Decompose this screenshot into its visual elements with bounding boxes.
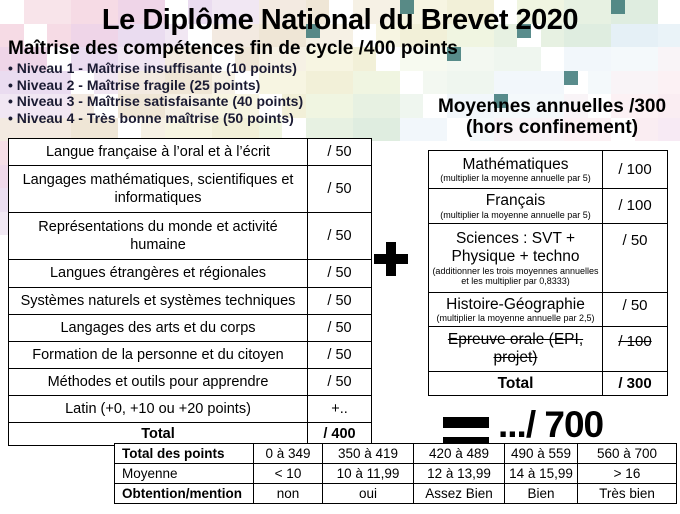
subject-label: Epreuve orale (EPI, projet) bbox=[447, 331, 584, 366]
level-item-4: Niveau 4 - Très bonne maîtrise (50 point… bbox=[8, 110, 303, 127]
points-range: 0 à 349 bbox=[253, 443, 323, 464]
average-range: > 16 bbox=[577, 463, 677, 484]
subject-note: (multiplier la moyenne annuelle par 2,5) bbox=[436, 313, 595, 324]
table-row: Formation de la personne et du citoyen /… bbox=[8, 341, 372, 369]
table-row: Méthodes et outils pour apprendre / 50 bbox=[8, 368, 372, 396]
subject-score: / 50 bbox=[602, 223, 668, 293]
subject-label: Histoire-Géographie bbox=[446, 295, 585, 313]
table-row-total: Total / 400 bbox=[8, 422, 372, 446]
competences-heading: Maîtrise des compétences fin de cycle /4… bbox=[8, 38, 458, 59]
equals-icon bbox=[443, 417, 489, 448]
competence-label: Langages mathématiques, scientifiques et… bbox=[8, 165, 308, 213]
competence-label: Représentations du monde et activité hum… bbox=[8, 212, 308, 260]
level-item-2: Niveau 2 - Maîtrise fragile (25 points) bbox=[8, 77, 303, 94]
annual-averages-heading: Moyennes annuelles /300 (hors confinemen… bbox=[428, 96, 676, 138]
table-row: Histoire-Géographie (multiplier la moyen… bbox=[428, 292, 668, 327]
annual-averages-line2: (hors confinement) bbox=[465, 117, 639, 138]
table-row: Moyenne < 10 10 à 11,99 12 à 13,99 14 à … bbox=[114, 463, 677, 484]
competence-score: +.. bbox=[307, 395, 372, 423]
table-row: Total des points 0 à 349 350 à 419 420 à… bbox=[114, 443, 677, 464]
mention-value: Bien bbox=[504, 483, 578, 504]
subject-label: Sciences : SVT + Physique + techno bbox=[451, 230, 580, 265]
grand-total: .../ 700 bbox=[498, 404, 604, 445]
table-row-cancelled: Epreuve orale (EPI, projet) / 100 bbox=[428, 326, 668, 372]
mention-row-header: Total des points bbox=[114, 443, 254, 464]
plus-icon bbox=[374, 242, 408, 276]
subject-score: / 50 bbox=[602, 292, 668, 327]
table-row: Représentations du monde et activité hum… bbox=[8, 212, 372, 260]
competence-label: Langues étrangères et régionales bbox=[8, 259, 308, 288]
mention-value: Très bien bbox=[577, 483, 677, 504]
competence-label: Systèmes naturels et systèmes techniques bbox=[8, 287, 308, 315]
table-row: Langages mathématiques, scientifiques et… bbox=[8, 165, 372, 213]
points-range: 350 à 419 bbox=[322, 443, 414, 464]
subject-label: Français bbox=[485, 192, 546, 210]
annual-averages-table: Mathématiques (multiplier la moyenne ann… bbox=[428, 150, 668, 396]
competence-score: / 50 bbox=[307, 341, 372, 369]
table-row: Langue française à l’oral et à l’écrit /… bbox=[8, 138, 372, 166]
subject-note: (additionner les trois moyennes annuelle… bbox=[432, 265, 599, 286]
table-row: Langages des arts et du corps / 50 bbox=[8, 314, 372, 342]
competence-label: Langages des arts et du corps bbox=[8, 314, 308, 342]
average-range: 12 à 13,99 bbox=[413, 463, 505, 484]
table-row-total: Total / 300 bbox=[428, 371, 668, 396]
mention-table: Total des points 0 à 349 350 à 419 420 à… bbox=[114, 443, 677, 504]
competence-label: Langue française à l’oral et à l’écrit bbox=[8, 138, 308, 166]
subject-label: Mathématiques bbox=[462, 155, 569, 173]
level-item-1: Niveau 1 - Maîtrise insuffisante (10 poi… bbox=[8, 60, 303, 77]
points-range: 490 à 559 bbox=[504, 443, 578, 464]
competences-table: Langue française à l’oral et à l’écrit /… bbox=[8, 138, 372, 446]
competence-label: Latin (+0, +10 ou +20 points) bbox=[8, 395, 308, 423]
mention-value: non bbox=[253, 483, 323, 504]
page-title: Le Diplôme National du Brevet 2020 bbox=[101, 4, 579, 36]
table-row: Français (multiplier la moyenne annuelle… bbox=[428, 188, 668, 224]
table-row: Mathématiques (multiplier la moyenne ann… bbox=[428, 150, 668, 189]
average-range: 10 à 11,99 bbox=[322, 463, 414, 484]
table-row: Systèmes naturels et systèmes techniques… bbox=[8, 287, 372, 315]
levels-list: Niveau 1 - Maîtrise insuffisante (10 poi… bbox=[8, 60, 303, 126]
competence-score: / 50 bbox=[307, 287, 372, 315]
level-item-3: Niveau 3 - Maîtrise satisfaisante (40 po… bbox=[8, 93, 303, 110]
competence-score: / 50 bbox=[307, 314, 372, 342]
subject-score: / 100 bbox=[602, 150, 668, 189]
mention-value: oui bbox=[322, 483, 414, 504]
table-row: Obtention/mention non oui Assez Bien Bie… bbox=[114, 483, 677, 504]
subject-label: Total bbox=[497, 374, 534, 392]
table-row: Sciences : SVT + Physique + techno (addi… bbox=[428, 223, 668, 293]
table-row: Langues étrangères et régionales / 50 bbox=[8, 259, 372, 288]
mention-value: Assez Bien bbox=[413, 483, 505, 504]
average-range: 14 à 15,99 bbox=[504, 463, 578, 484]
points-range: 420 à 489 bbox=[413, 443, 505, 464]
competence-label: Total bbox=[8, 422, 308, 446]
points-range: 560 à 700 bbox=[577, 443, 677, 464]
average-range: < 10 bbox=[253, 463, 323, 484]
subject-score: / 100 bbox=[602, 188, 668, 224]
competence-score: / 50 bbox=[307, 212, 372, 260]
table-row: Latin (+0, +10 ou +20 points) +.. bbox=[8, 395, 372, 423]
subject-note: (multiplier la moyenne annuelle par 5) bbox=[440, 173, 591, 184]
competence-label: Méthodes et outils pour apprendre bbox=[8, 368, 308, 396]
competence-score: / 50 bbox=[307, 368, 372, 396]
subject-score: / 100 bbox=[602, 326, 668, 372]
annual-averages-line1: Moyennes annuelles /300 bbox=[437, 96, 667, 117]
mention-row-header: Moyenne bbox=[114, 463, 254, 484]
competence-label: Formation de la personne et du citoyen bbox=[8, 341, 308, 369]
competence-score: / 50 bbox=[307, 259, 372, 288]
competence-score: / 50 bbox=[307, 138, 372, 166]
competence-score: / 50 bbox=[307, 165, 372, 213]
subject-score: / 300 bbox=[602, 371, 668, 396]
mention-row-header: Obtention/mention bbox=[114, 483, 254, 504]
competence-score: / 400 bbox=[307, 422, 372, 446]
subject-note: (multiplier la moyenne annuelle par 5) bbox=[440, 209, 591, 220]
